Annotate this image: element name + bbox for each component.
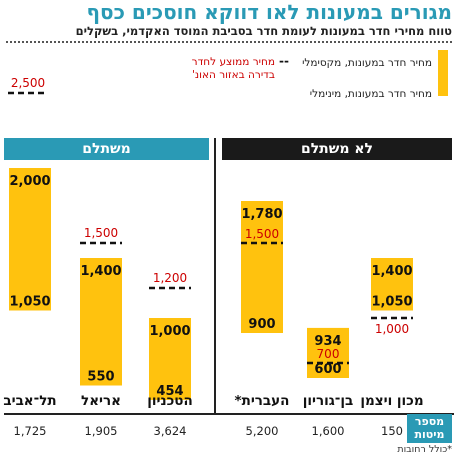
range-bar [9,168,51,311]
beds-count-badge-line2: מיטות [414,428,445,441]
institution-label: אריאל [81,393,121,409]
footnote: *כולל רחובות [397,444,452,455]
range-bar [80,258,122,386]
legend-min-label: מחיר חדר במעונות, מינימלי [309,88,432,100]
beds-count: 1,600 [311,424,345,438]
institution-label: מכון ויצמן [360,393,424,409]
group-header-not-paid: לא משתלם [222,138,452,160]
baseline-rule [4,413,454,415]
avg-price-label: 1,500 [84,226,118,240]
beds-count: 1,905 [84,424,118,438]
max-value-label: 1,400 [371,264,412,279]
avg-price-label: 700 [317,347,340,361]
avg-price-label: 2,500 [11,76,45,90]
legend: מחיר חדר במעונות, מקסימלי – מחיר חדר במע… [160,50,452,110]
legend-avg-label-2: בדירה באזור האונ' [192,69,275,81]
beds-count: 5,200 [245,424,279,438]
group-divider [214,138,216,414]
avg-price-label: 1,000 [375,322,409,336]
beds-count-badge: מספר מיטות [407,414,452,443]
min-value-label: 550 [87,370,114,385]
beds-count: 150 [381,424,403,438]
avg-price-label: 1,200 [153,271,187,285]
max-value-label: 1,000 [149,324,190,339]
min-value-label: 600 [314,362,341,377]
group-header-paid: משתלם [4,138,209,160]
max-value-label: 934 [314,334,341,349]
max-value-label: 2,000 [9,174,50,189]
beds-count: 1,725 [13,424,47,438]
title-divider [6,41,452,43]
institution-label: תל־אביב [3,393,57,409]
avg-price-label: 1,500 [245,227,279,241]
range-bar [149,318,191,400]
beds-count: 3,624 [153,424,187,438]
chart-subtitle: טווח מחירי חדר במעונות לעומת חדר בסביבת … [75,24,452,38]
legend-swatch [438,50,448,96]
max-value-label: 1,400 [80,264,121,279]
min-value-label: 454 [156,384,183,399]
min-value-label: 1,050 [371,295,412,310]
institution-label: הטכניון [147,393,193,409]
max-value-label: 1,780 [241,207,282,222]
institution-label: העברית* [234,393,290,409]
range-bar [307,327,349,378]
beds-count-badge-line1: מספר [414,415,445,428]
chart-title: מגורים במעונות לאו דווקא חוסכים כסף [86,0,452,24]
min-value-label: 900 [248,317,275,332]
institution-label: בן־גוריון [302,393,354,409]
legend-avg-label-1: מחיר ממוצע לחדר [191,56,275,68]
legend-avg-marker: -- [279,54,289,68]
legend-max-label: מחיר חדר במעונות, מקסימלי [302,57,432,69]
range-bar [241,201,283,333]
range-bar [371,258,413,311]
min-value-label: 1,050 [9,295,50,310]
